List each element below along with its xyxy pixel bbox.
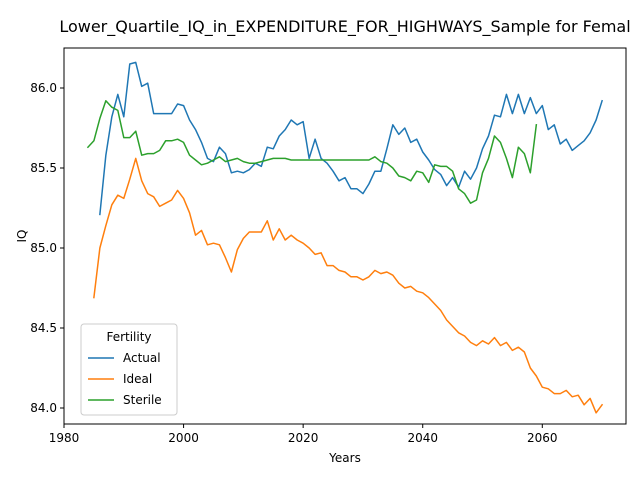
y-tick-label: 85.5 bbox=[30, 161, 57, 175]
chart-title: Lower_Quartile_IQ_in_EXPENDITURE_FOR_HIG… bbox=[59, 17, 630, 37]
axis-ticks: 1980 2000 2020 2040 2060 84.0 84.5 85.0 85.5 86.0 bbox=[30, 81, 557, 445]
series-line-sterile bbox=[86, 100, 538, 204]
x-tick-label: 2020 bbox=[288, 431, 319, 445]
x-tick-label: 1980 bbox=[49, 431, 80, 445]
x-tick-label: 2040 bbox=[407, 431, 438, 445]
axes-frame bbox=[63, 47, 627, 425]
y-axis-label: IQ bbox=[15, 230, 29, 243]
y-tick-label: 84.0 bbox=[30, 401, 57, 415]
series-layer bbox=[86, 61, 604, 414]
series-line-ideal bbox=[93, 157, 604, 414]
legend-label-ideal: Ideal bbox=[123, 372, 152, 386]
legend: Fertility Actual Ideal Sterile bbox=[80, 323, 178, 416]
y-tick-label: 86.0 bbox=[30, 81, 57, 95]
x-tick-label: 2060 bbox=[527, 431, 558, 445]
legend-label-actual: Actual bbox=[123, 351, 161, 365]
legend-box bbox=[80, 323, 178, 416]
x-axis-label: Years bbox=[328, 451, 361, 465]
legend-title: Fertility bbox=[106, 330, 151, 344]
y-tick-label: 85.0 bbox=[30, 241, 57, 255]
series-line-actual bbox=[99, 61, 604, 216]
y-tick-label: 84.5 bbox=[30, 321, 57, 335]
legend-label-sterile: Sterile bbox=[123, 393, 162, 407]
x-tick-label: 2000 bbox=[168, 431, 199, 445]
